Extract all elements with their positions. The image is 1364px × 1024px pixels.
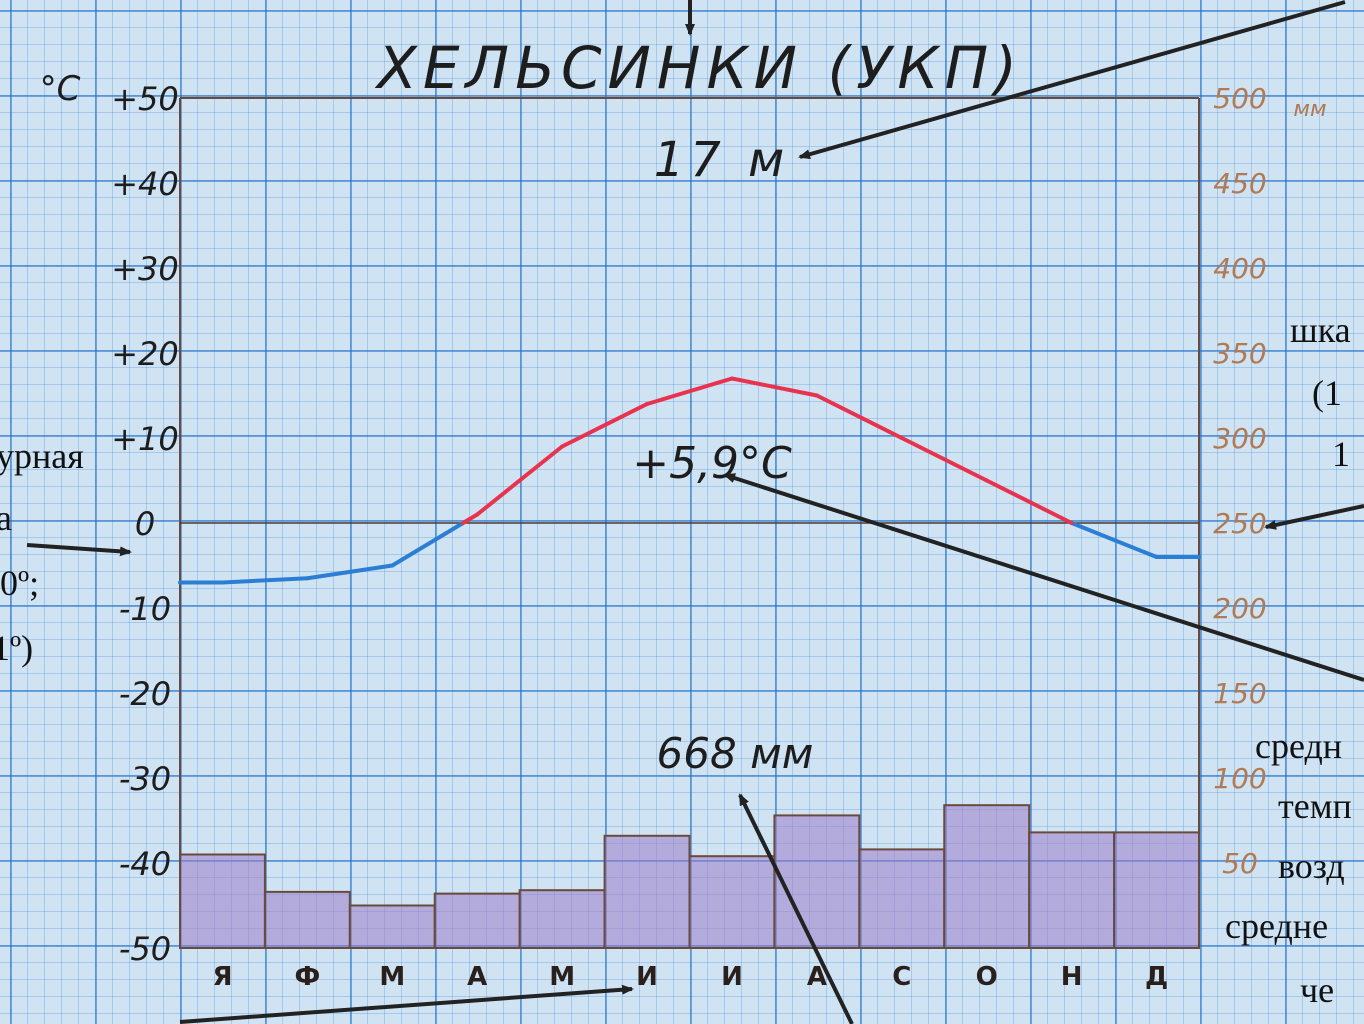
month-label: Д: [1145, 962, 1168, 992]
precip-tick-label: 100: [1213, 762, 1266, 795]
temp-point: [475, 512, 480, 517]
left-caption-line-1: урная: [0, 436, 84, 476]
month-label: А: [467, 962, 487, 992]
month-label: М: [379, 962, 405, 992]
precip-tick-label: 450: [1213, 167, 1266, 200]
precip-tick-label: 200: [1213, 592, 1266, 625]
precip-bar: [773, 814, 861, 950]
temp-unit-label: °C: [40, 69, 81, 109]
left-caption-line-3: 0º;: [0, 563, 39, 603]
temp-tick-label: -20: [119, 675, 171, 713]
temp-point: [390, 563, 395, 568]
temperature-curve: [178, 376, 1201, 585]
temp-point: [899, 436, 904, 440]
precip-bar: [1028, 831, 1116, 950]
temp-tick-label: -30: [119, 760, 171, 798]
precipitation-bars: [179, 804, 1201, 950]
temp-tick-label: -10: [119, 590, 171, 628]
precip-tick-label: 400: [1213, 252, 1266, 285]
temp-tick-label: -40: [119, 845, 171, 883]
precip-bar: [688, 855, 776, 950]
temp-point: [560, 444, 565, 449]
right-caption-line-3: 1: [1332, 434, 1350, 474]
temp-tick-label: -50: [119, 930, 171, 968]
temp-tick-label: +50: [111, 80, 179, 118]
precip-bar: [603, 834, 691, 949]
precip-unit-label: мм: [1293, 97, 1326, 122]
left-caption-line-2: а: [0, 498, 12, 538]
temp-tick-label: +40: [111, 165, 179, 203]
temp-point: [814, 393, 819, 398]
month-label: Н: [1061, 962, 1083, 992]
temp-tick-label: +30: [111, 250, 179, 288]
precip-tick-label: 150: [1213, 677, 1266, 710]
annual-precip: 668 мм: [657, 729, 814, 778]
arrow-mean-temp: [723, 473, 1364, 682]
annual-mean-temp: +5,9°C: [632, 438, 792, 489]
month-label: С: [892, 962, 911, 992]
month-label: А: [807, 962, 827, 992]
temp-point: [984, 478, 989, 483]
right-caption-line-7: средне: [1225, 906, 1328, 946]
temp-point: [645, 402, 650, 406]
temp-tick-label: 0: [135, 505, 155, 543]
month-label: Ф: [294, 962, 320, 992]
precip-bar: [348, 904, 436, 949]
temp-curve-below-zero: [1069, 521, 1201, 559]
elevation-label: 17 м: [654, 132, 791, 188]
arrow-elevation: [798, 0, 1346, 160]
temp-tick-label: +10: [111, 420, 179, 458]
precip-bar: [1113, 831, 1201, 950]
arrow-right-scale: [1264, 504, 1364, 530]
right-caption-line-5: темп: [1278, 786, 1352, 826]
precip-bar: [858, 848, 946, 950]
arrow-month-row: [179, 984, 634, 1024]
precip-bar: [263, 890, 351, 950]
month-label: М: [549, 962, 575, 992]
precip-bar: [179, 853, 266, 949]
temp-tick-label: +20: [111, 335, 179, 373]
left-caption-line-4: 1º): [0, 628, 33, 668]
temp-point: [1069, 521, 1074, 525]
right-caption-line-8: че: [1300, 970, 1334, 1010]
precip-tick-label: 350: [1213, 337, 1266, 370]
right-caption-line-1: шка: [1290, 310, 1351, 350]
precip-bar: [518, 889, 606, 950]
axis-ticks: +50 +40 +30 +20 +10 0 -10 -20 -30 -40 -50 500 450 400…: [111, 80, 1266, 992]
temp-point: [1154, 555, 1159, 559]
arrow-annual-precip: [738, 793, 854, 1024]
right-caption-line-2: (1: [1312, 373, 1342, 413]
precip-tick-label: 500: [1213, 82, 1266, 115]
arrow-zero-line: [26, 543, 132, 557]
month-label: Я: [212, 962, 232, 992]
precip-tick-label: 50: [1222, 847, 1258, 880]
precip-bar: [943, 804, 1031, 950]
chart-title: ХЕЛЬСИНКИ (УКП): [374, 34, 1023, 102]
month-label: И: [636, 962, 658, 992]
precip-tick-label: 300: [1213, 422, 1266, 455]
precip-tick-label: 250: [1213, 507, 1266, 540]
temp-point: [305, 576, 310, 581]
temp-curve-below-zero: [178, 521, 466, 585]
month-label: О: [976, 962, 998, 992]
temp-point: [729, 376, 734, 381]
right-caption-line-4: средн: [1255, 726, 1342, 766]
right-caption-line-6: возд: [1278, 846, 1345, 886]
temp-point: [220, 580, 225, 585]
precip-bar: [433, 892, 521, 949]
month-label: И: [721, 962, 743, 992]
